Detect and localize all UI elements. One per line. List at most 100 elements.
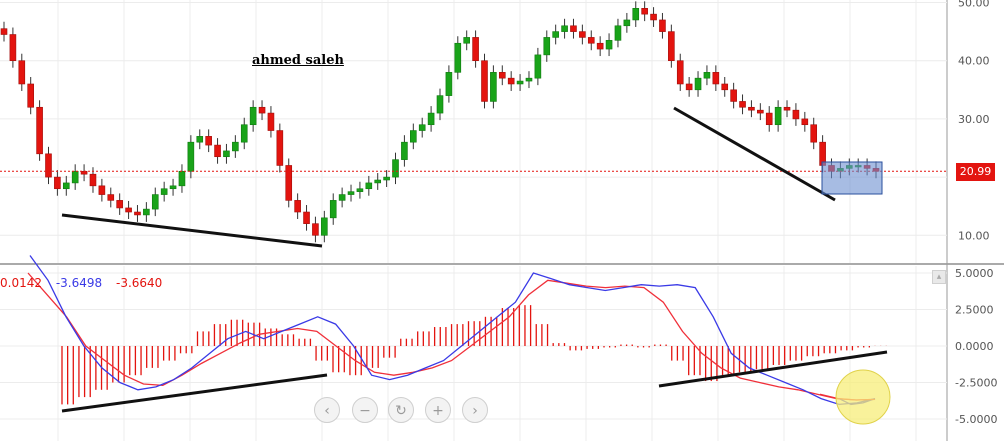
last-price-tag: 20.99 bbox=[956, 163, 995, 181]
macd-tick-label: 0.0000 bbox=[955, 340, 994, 353]
price-tick-label: 30.00 bbox=[958, 113, 990, 126]
candle bbox=[641, 8, 648, 15]
candle bbox=[116, 200, 123, 209]
candle bbox=[107, 194, 115, 201]
back-button[interactable]: ‹ bbox=[314, 397, 340, 423]
candle bbox=[587, 37, 595, 44]
candle bbox=[267, 112, 275, 131]
candle bbox=[160, 188, 168, 195]
price-tick-label: 10.00 bbox=[958, 229, 990, 242]
candle bbox=[685, 83, 693, 91]
candle bbox=[516, 80, 524, 85]
candle bbox=[561, 25, 568, 32]
candle bbox=[534, 54, 542, 79]
candle bbox=[739, 101, 746, 108]
candle bbox=[276, 130, 284, 166]
candle bbox=[481, 60, 488, 102]
candle bbox=[490, 72, 497, 102]
candle bbox=[374, 179, 382, 184]
candle bbox=[659, 19, 666, 32]
candle bbox=[650, 13, 657, 21]
macd-value: -3.6498 bbox=[55, 276, 103, 290]
candle bbox=[365, 182, 373, 190]
candle bbox=[62, 182, 70, 190]
candle bbox=[801, 118, 809, 126]
candle bbox=[632, 8, 640, 21]
candle bbox=[694, 77, 702, 91]
candle bbox=[89, 173, 97, 187]
candle bbox=[676, 60, 684, 85]
zoom-in-icon: + bbox=[432, 403, 444, 419]
macd-line bbox=[29, 255, 876, 406]
author-label: ahmed saleh bbox=[252, 53, 344, 68]
candle bbox=[472, 37, 479, 61]
candle bbox=[0, 28, 8, 35]
candle bbox=[525, 77, 533, 82]
candle bbox=[579, 31, 586, 38]
candle bbox=[294, 200, 301, 213]
candle bbox=[143, 208, 150, 216]
forward-button[interactable]: › bbox=[462, 397, 488, 423]
macd-tick-label: -5.0000 bbox=[955, 413, 997, 426]
candle bbox=[774, 106, 782, 126]
candle bbox=[543, 37, 551, 56]
candle bbox=[401, 141, 408, 160]
candle bbox=[605, 40, 613, 50]
candle bbox=[98, 185, 106, 195]
candle bbox=[410, 130, 417, 143]
histogram-value: 0.0142 bbox=[0, 276, 42, 290]
candle bbox=[570, 25, 577, 32]
candle bbox=[596, 42, 604, 50]
zoom-in-button[interactable]: + bbox=[425, 397, 451, 423]
consolidation-box bbox=[821, 161, 883, 195]
macd-tick-label: 5.0000 bbox=[955, 267, 994, 280]
candle bbox=[27, 83, 34, 108]
candle bbox=[392, 159, 399, 178]
candle bbox=[151, 194, 159, 210]
candle bbox=[418, 124, 426, 131]
candle bbox=[303, 211, 310, 224]
back-icon: ‹ bbox=[324, 403, 330, 419]
annotation-layer bbox=[61, 106, 891, 425]
candle bbox=[614, 25, 622, 41]
candle bbox=[668, 31, 675, 62]
signal-value: -3.6640 bbox=[115, 276, 163, 290]
candle bbox=[623, 19, 631, 27]
candle bbox=[347, 191, 355, 195]
candle bbox=[196, 136, 204, 143]
candle bbox=[169, 185, 177, 190]
candle bbox=[383, 176, 390, 181]
candle bbox=[783, 106, 791, 111]
candle bbox=[427, 112, 435, 126]
candle bbox=[18, 60, 26, 85]
candle bbox=[712, 72, 720, 85]
candle bbox=[125, 207, 132, 213]
trendline bbox=[658, 350, 888, 388]
candle bbox=[205, 136, 212, 146]
candle bbox=[730, 89, 737, 102]
candle bbox=[249, 106, 257, 126]
candle bbox=[765, 112, 773, 126]
candle bbox=[507, 77, 515, 85]
candle bbox=[703, 72, 711, 79]
macd-legend: 0.0142 -3.6498 -3.6640 bbox=[0, 276, 172, 290]
candle bbox=[321, 217, 328, 236]
collapse-panel-button[interactable]: ▴ bbox=[932, 270, 946, 284]
reset-icon: ↻ bbox=[395, 403, 407, 419]
forward-icon: › bbox=[472, 403, 478, 419]
zoom-out-button[interactable]: − bbox=[352, 397, 378, 423]
candle bbox=[748, 106, 755, 111]
candle bbox=[338, 194, 346, 201]
candle bbox=[178, 170, 186, 187]
price-tick-label: 50.00 bbox=[958, 0, 990, 10]
candle bbox=[436, 95, 444, 114]
price-tick-label: 40.00 bbox=[958, 55, 990, 68]
candle bbox=[9, 34, 17, 61]
reset-button[interactable]: ↻ bbox=[388, 397, 414, 423]
candle bbox=[187, 141, 195, 172]
candle bbox=[356, 188, 364, 192]
candle bbox=[240, 124, 248, 143]
candle bbox=[232, 141, 239, 152]
